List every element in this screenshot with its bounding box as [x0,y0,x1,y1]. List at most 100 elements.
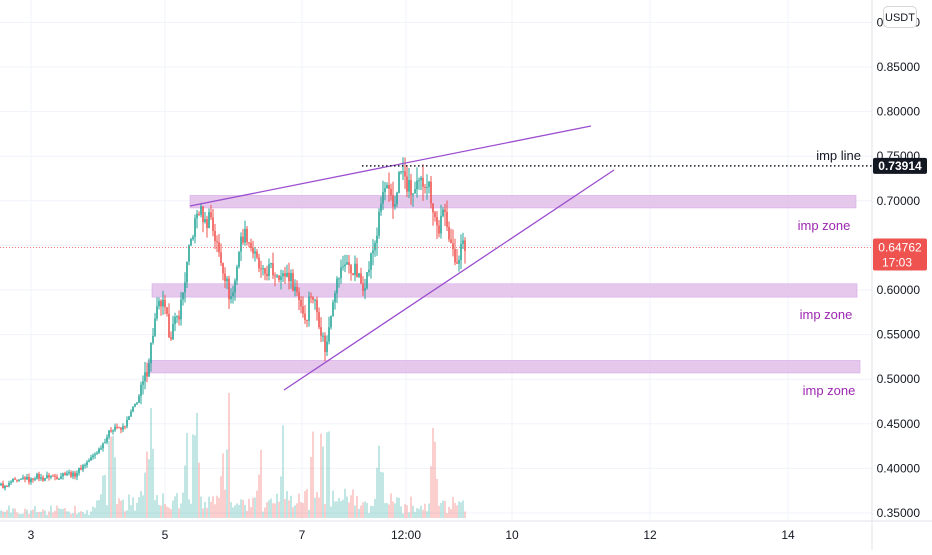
candle [326,335,328,357]
candle [224,267,226,289]
volume-bar [462,500,464,518]
candle-body [386,185,388,189]
candle [176,315,178,323]
candle [80,464,82,471]
candle [58,477,60,480]
volume-bar [266,502,268,518]
volume-bar [176,493,178,518]
volume-bar [200,496,202,518]
candle [160,299,162,316]
imp-zone-rect[interactable] [147,360,861,374]
volume-bar [318,497,320,518]
volume-bar [352,489,354,518]
trendlines[interactable] [0,125,872,391]
candle [54,473,56,481]
volume-bar [422,509,424,518]
candle-body [72,472,74,477]
candle-body [312,296,314,300]
volume-bar [348,502,350,518]
volume-bar [250,507,252,518]
volume-bar [70,513,72,518]
candle-body [240,236,242,252]
imp-zone-rect[interactable] [189,195,857,209]
candle [444,203,446,227]
candle-body [270,263,272,265]
candle [226,276,228,290]
lower-trendline[interactable] [283,169,615,391]
candle-body [326,341,328,352]
volume-bar [280,476,282,518]
candle [252,240,254,259]
candle [180,291,182,326]
candle-body [296,286,298,292]
candle-body [406,176,408,192]
candle-body [392,195,394,207]
candle [214,223,216,250]
candle [290,269,292,289]
volume-bar [62,508,64,518]
candle [76,470,78,481]
candle [310,292,312,304]
candle-body [346,262,348,265]
volume-bar [354,505,356,518]
volume-bar [362,502,364,518]
volume-bar [60,508,62,518]
candle [38,471,40,482]
candle-body [402,171,404,173]
price-axis[interactable]: 0.35000 0.40000 0.45000 0.50000 0.55000 0.600… [873,15,927,520]
volume-bar [276,493,278,518]
candle-body [338,278,340,280]
candle [406,165,408,198]
candle-body [314,299,316,301]
candle [296,280,298,296]
volume-bar [268,500,270,518]
imp-zone-rect[interactable] [151,283,858,298]
volume-bar [184,465,186,518]
candle-body [246,228,248,243]
volume-bar [298,493,300,518]
candle-body [458,259,460,264]
volume-bar [346,496,348,518]
candle-body [318,312,320,328]
imp-zones[interactable] [147,195,861,374]
volume-bar [430,466,432,518]
candle [368,261,370,277]
volume-bar [182,492,184,518]
candle-body [464,240,466,252]
candle [262,265,264,276]
candle-body [324,335,326,352]
volume-bar [164,503,166,518]
candle-body [30,478,32,483]
candle-body [116,426,118,428]
volume-bar [260,449,262,518]
volume-bar [410,496,412,518]
candle-body [360,273,362,284]
volume-bar [286,491,288,518]
candle-body [198,213,200,215]
candle [420,175,422,190]
candle [82,463,84,473]
candle-body [236,266,238,281]
candle [292,269,294,292]
candle-body [222,263,224,274]
candle [228,275,230,310]
candle [10,480,12,485]
candle-body [74,472,76,477]
candle-body [78,468,80,474]
candle [264,267,266,281]
candle [294,279,296,297]
candle-body [432,203,434,213]
candle-body [230,296,232,300]
candle [244,220,246,246]
candle [258,253,260,273]
candle-body [348,262,350,266]
volume-bar [110,436,112,518]
candle-body [8,483,10,487]
candle-body [252,248,254,254]
currency-button[interactable]: USDT [883,6,917,28]
candle-body [232,292,234,297]
candle-body [394,204,396,207]
